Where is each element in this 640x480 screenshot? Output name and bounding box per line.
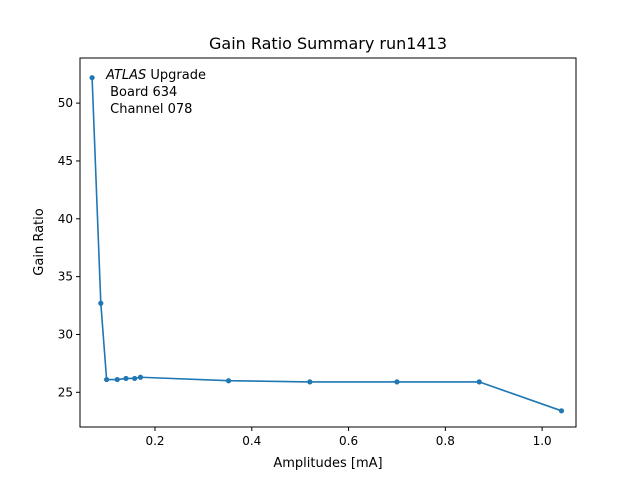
- y-tick-label: 25: [58, 385, 73, 399]
- x-tick-label: 0.2: [145, 434, 164, 448]
- data-point: [307, 379, 313, 385]
- y-tick-label: 50: [58, 96, 73, 110]
- data-point: [476, 379, 482, 385]
- chart-title: Gain Ratio Summary run1413: [209, 34, 447, 53]
- data-points: [89, 75, 565, 414]
- channel-label: Channel 078: [106, 102, 192, 117]
- y-axis-label: Gain Ratio: [32, 208, 47, 275]
- x-tick-label: 0.6: [339, 434, 358, 448]
- data-point: [558, 408, 565, 414]
- upgrade-label: Upgrade: [146, 68, 206, 83]
- data-point: [114, 376, 120, 383]
- data-point: [132, 375, 138, 382]
- board-label: Board 634: [106, 85, 177, 100]
- atlas-annotation: ATLAS Upgrade Board 634 Channel 078: [105, 68, 206, 117]
- x-tick-label: 0.8: [436, 434, 455, 448]
- x-axis-label: Amplitudes [mA]: [273, 456, 382, 471]
- x-tick-label: 1.0: [533, 434, 552, 448]
- y-tick-label: 35: [58, 270, 73, 284]
- x-tick-label: 0.4: [242, 434, 261, 448]
- y-axis-ticks: 25 30 35 40 45 50: [58, 96, 80, 399]
- series-line: [91, 77, 562, 412]
- y-tick-label: 45: [58, 154, 73, 168]
- data-point: [89, 75, 95, 81]
- data-point: [225, 378, 232, 384]
- data-point: [137, 374, 144, 380]
- y-tick-label: 30: [58, 327, 73, 341]
- y-tick-label: 40: [58, 212, 73, 226]
- x-axis-ticks: 0.2 0.4 0.6 0.8 1.0: [145, 427, 552, 448]
- data-point: [104, 376, 110, 383]
- plot-frame: [79, 57, 577, 428]
- data-series: [91, 77, 562, 412]
- data-point: [123, 375, 129, 382]
- data-point: [394, 379, 400, 385]
- annotation-line-1: ATLAS Upgrade: [105, 68, 206, 83]
- data-point: [98, 300, 104, 306]
- atlas-label: ATLAS: [105, 68, 146, 83]
